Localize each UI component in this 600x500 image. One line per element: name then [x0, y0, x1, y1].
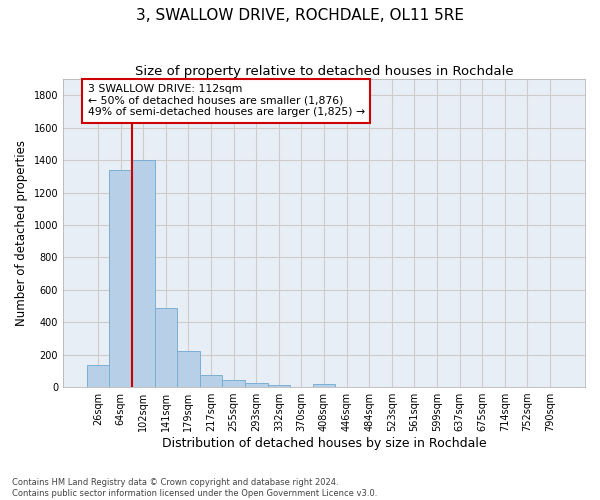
Y-axis label: Number of detached properties: Number of detached properties — [15, 140, 28, 326]
Bar — [155, 308, 177, 387]
Bar — [313, 384, 335, 387]
Title: Size of property relative to detached houses in Rochdale: Size of property relative to detached ho… — [135, 65, 514, 78]
Bar — [200, 375, 223, 387]
Text: 3, SWALLOW DRIVE, ROCHDALE, OL11 5RE: 3, SWALLOW DRIVE, ROCHDALE, OL11 5RE — [136, 8, 464, 22]
X-axis label: Distribution of detached houses by size in Rochdale: Distribution of detached houses by size … — [162, 437, 487, 450]
Bar — [177, 350, 200, 387]
Bar — [109, 170, 132, 387]
Bar — [268, 385, 290, 387]
Bar — [223, 380, 245, 387]
Text: 3 SWALLOW DRIVE: 112sqm
← 50% of detached houses are smaller (1,876)
49% of semi: 3 SWALLOW DRIVE: 112sqm ← 50% of detache… — [88, 84, 365, 117]
Bar — [245, 382, 268, 387]
Bar — [132, 160, 155, 387]
Bar — [87, 365, 109, 387]
Text: Contains HM Land Registry data © Crown copyright and database right 2024.
Contai: Contains HM Land Registry data © Crown c… — [12, 478, 377, 498]
